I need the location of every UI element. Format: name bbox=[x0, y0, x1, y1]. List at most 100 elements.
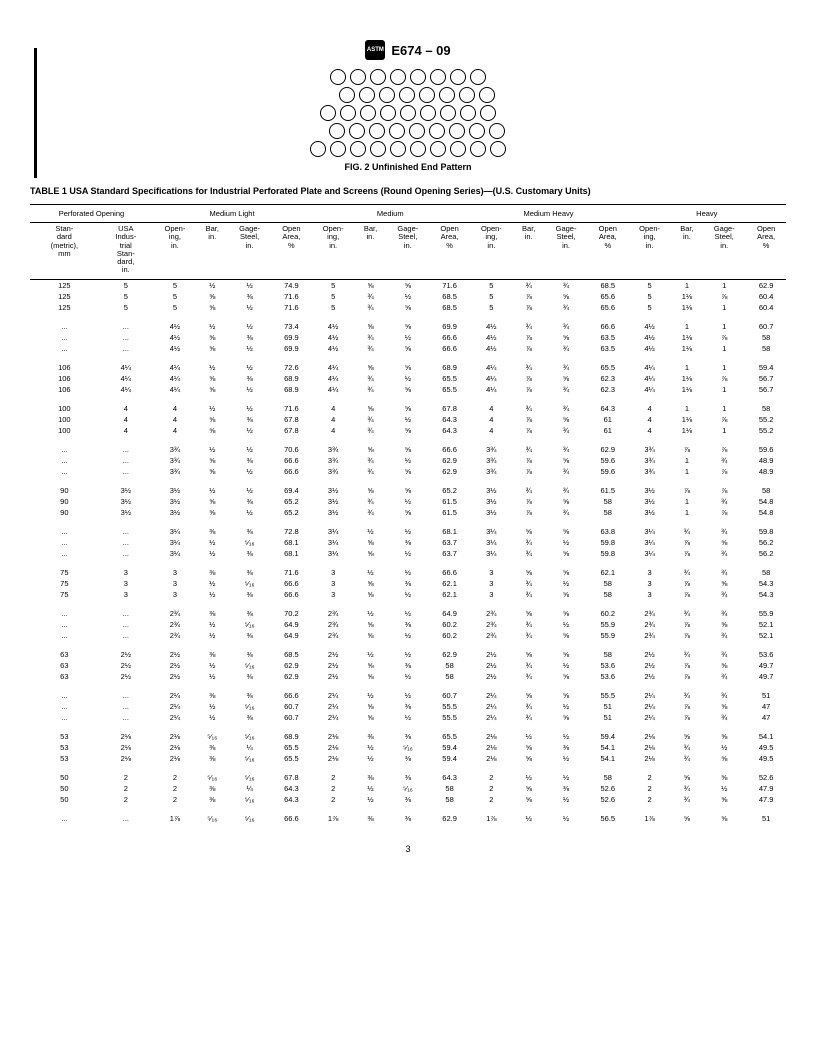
table-cell: 3¾ bbox=[469, 455, 513, 466]
table-cell: ¾ bbox=[672, 794, 703, 805]
table-cell: ¾ bbox=[355, 302, 386, 313]
table-cell: 55.5 bbox=[430, 712, 470, 723]
table-cell: ½ bbox=[544, 731, 588, 742]
table-cell: ½ bbox=[228, 321, 272, 332]
table-cell: 3 bbox=[153, 589, 197, 600]
table-cell: 58 bbox=[746, 403, 786, 414]
table-cell: 3 bbox=[153, 567, 197, 578]
table-cell: ¾ bbox=[702, 526, 746, 537]
table-cell: 1 bbox=[672, 321, 703, 332]
table-cell: 67.8 bbox=[272, 414, 312, 425]
table-cell: ⅝ bbox=[544, 567, 588, 578]
table-cell: 1⅞ bbox=[311, 813, 355, 824]
table-cell: 2¼ bbox=[469, 701, 513, 712]
table-cell: 61 bbox=[588, 414, 628, 425]
astm-logo: ASTM bbox=[365, 40, 385, 60]
table-cell: ... bbox=[99, 455, 153, 466]
table-cell: 5 bbox=[469, 279, 513, 291]
table-cell: ½ bbox=[386, 630, 430, 641]
col-header-2: Open-ing,in. bbox=[153, 223, 197, 280]
table-cell: 3¼ bbox=[628, 526, 672, 537]
table-cell: 58 bbox=[588, 507, 628, 518]
table-cell: ... bbox=[99, 321, 153, 332]
table-cell: ⁵⁄₁₆ bbox=[228, 731, 272, 742]
table-cell: 53 bbox=[30, 742, 99, 753]
table-cell: ⅞ bbox=[513, 332, 544, 343]
table-cell: 4 bbox=[469, 414, 513, 425]
table-cell: 2½ bbox=[153, 671, 197, 682]
table-cell: 68.9 bbox=[272, 384, 312, 395]
table-cell: ½ bbox=[197, 701, 228, 712]
table-cell: 1⅛ bbox=[672, 414, 703, 425]
table-cell: 75 bbox=[30, 578, 99, 589]
table-cell: 4½ bbox=[153, 332, 197, 343]
table-cell: 4¼ bbox=[469, 384, 513, 395]
table-cell: ⅝ bbox=[197, 302, 228, 313]
table-cell: 3¾ bbox=[153, 455, 197, 466]
table-cell: ⅞ bbox=[672, 485, 703, 496]
table-row: ......4½⅝½69.94½¾⅝66.64½⅞¾63.54½1⅛158 bbox=[30, 343, 786, 354]
table-cell: 3½ bbox=[628, 507, 672, 518]
fig-2-pattern bbox=[30, 68, 786, 158]
table-cell: 3¼ bbox=[311, 537, 355, 548]
table-cell: 4½ bbox=[628, 332, 672, 343]
table-cell: ½ bbox=[702, 783, 746, 794]
table-cell: 68.1 bbox=[272, 548, 312, 559]
table-cell: ¾ bbox=[672, 753, 703, 764]
table-cell: 3¾ bbox=[628, 455, 672, 466]
table-cell: ⅞ bbox=[702, 291, 746, 302]
table-cell: 50 bbox=[30, 772, 99, 783]
table-cell: 3 bbox=[311, 567, 355, 578]
table-cell: 64.3 bbox=[430, 425, 470, 436]
col-header-8: Gage-Steel,in. bbox=[386, 223, 430, 280]
table-cell: 58 bbox=[746, 332, 786, 343]
table-cell: 5 bbox=[469, 291, 513, 302]
table-cell: ½ bbox=[197, 578, 228, 589]
table-cell: ⅝ bbox=[702, 731, 746, 742]
table-cell: 3 bbox=[469, 567, 513, 578]
table-cell: ⅜ bbox=[228, 630, 272, 641]
table-cell: ¾ bbox=[702, 712, 746, 723]
table-cell: ½ bbox=[197, 660, 228, 671]
table-cell: 2 bbox=[469, 783, 513, 794]
table-row: ......1⅞⁵⁄₁₆⁵⁄₁₆66.61⅞⅜⅜62.91⅞½½56.51⅞⅝⅝… bbox=[30, 813, 786, 824]
table-cell: 2⅛ bbox=[311, 753, 355, 764]
table-row: 532⅛2⅛⁵⁄₁₆⁵⁄₁₆68.92⅛⅜⅜65.52⅛½½59.42⅛⅝⅝54… bbox=[30, 731, 786, 742]
col-header-16: Gage-Steel,in. bbox=[702, 223, 746, 280]
table-cell: 2⅛ bbox=[628, 753, 672, 764]
table-cell: ½ bbox=[386, 332, 430, 343]
spacer-row bbox=[30, 682, 786, 690]
table-cell: 55.9 bbox=[588, 619, 628, 630]
table-cell: ¾ bbox=[544, 343, 588, 354]
table-cell: 2 bbox=[99, 772, 153, 783]
table-cell: ⅜ bbox=[355, 772, 386, 783]
table-cell: ½ bbox=[228, 485, 272, 496]
table-cell: 2 bbox=[311, 772, 355, 783]
table-cell: 59.4 bbox=[430, 753, 470, 764]
table-cell: 2 bbox=[469, 794, 513, 805]
table-cell: ... bbox=[30, 343, 99, 354]
table-cell: ½ bbox=[228, 279, 272, 291]
table-cell: ⅝ bbox=[544, 649, 588, 660]
table-cell: 51 bbox=[588, 712, 628, 723]
table-cell: ½ bbox=[355, 608, 386, 619]
table-cell: ⅝ bbox=[672, 772, 703, 783]
table-cell: 68.9 bbox=[272, 373, 312, 384]
table-cell: 62.9 bbox=[588, 444, 628, 455]
table-cell: 2 bbox=[99, 794, 153, 805]
table-cell: 5 bbox=[311, 302, 355, 313]
table-cell: 4 bbox=[469, 425, 513, 436]
table-cell: 2½ bbox=[153, 660, 197, 671]
table-cell: 3½ bbox=[153, 496, 197, 507]
table-cell: 4¼ bbox=[153, 362, 197, 373]
table-cell: ⁵⁄₁₆ bbox=[228, 701, 272, 712]
table-cell: ¾ bbox=[513, 630, 544, 641]
table-cell: ⅜ bbox=[228, 690, 272, 701]
table-cell: 68.1 bbox=[272, 537, 312, 548]
col-header-6: Open-ing,in. bbox=[311, 223, 355, 280]
table-cell: 3 bbox=[311, 589, 355, 600]
col-header-12: Gage-Steel,in. bbox=[544, 223, 588, 280]
table-cell: ⅞ bbox=[672, 619, 703, 630]
table-cell: ¾ bbox=[355, 496, 386, 507]
gh-heavy: Heavy bbox=[628, 205, 786, 223]
